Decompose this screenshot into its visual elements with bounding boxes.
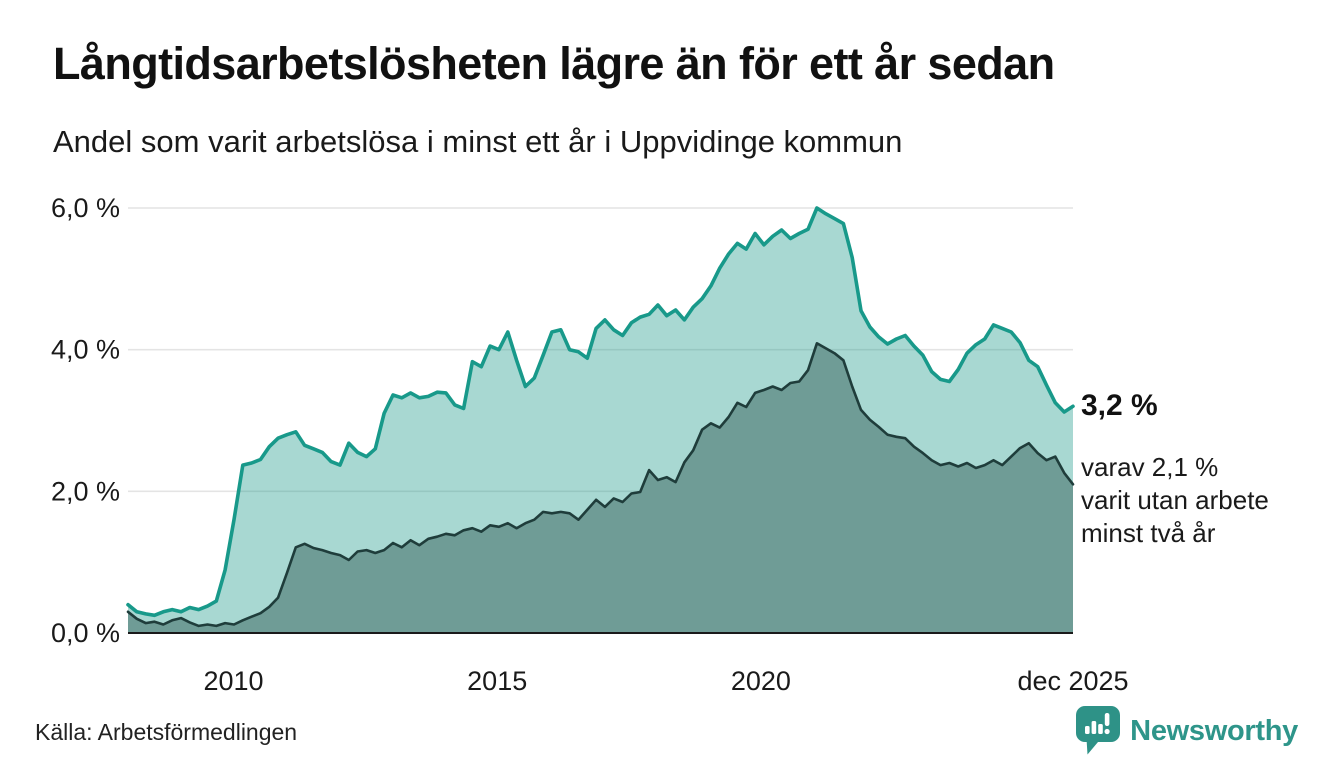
brand-name: Newsworthy <box>1130 714 1298 747</box>
series-line-two-year <box>126 342 1075 628</box>
bar-1 <box>1085 726 1090 734</box>
latest-value-label: 3,2 % <box>1081 389 1158 422</box>
y-axis-tick-label: 6,0 % <box>51 193 120 223</box>
y-axis-tick-label: 0,0 % <box>51 618 120 648</box>
series-line-one-year <box>126 206 1075 618</box>
x-axis-tick-label: 2015 <box>467 666 527 696</box>
x-axis-tick-label: 2020 <box>731 666 791 696</box>
newsworthy-logo-icon <box>1076 706 1121 755</box>
y-axis-tick-label: 2,0 % <box>51 476 120 506</box>
newsworthy-brand: Newsworthy <box>1075 705 1298 757</box>
exclamation-stroke <box>1104 713 1110 726</box>
series-area-two-year <box>128 343 1073 633</box>
secondary-value-label: varav 2,1 % varit utan arbete minst två … <box>1081 452 1269 548</box>
bar-3 <box>1098 724 1103 734</box>
speech-bubble-shape <box>1076 706 1121 755</box>
bar-2 <box>1091 721 1097 734</box>
page-title: Långtidsarbetslösheten lägre än för ett … <box>53 38 1055 89</box>
x-axis-tick-label: dec 2025 <box>1017 666 1128 696</box>
y-axis-tick-label: 4,0 % <box>51 335 120 365</box>
source-note: Källa: Arbetsförmedlingen <box>35 719 298 745</box>
exclamation-dot <box>1104 728 1110 735</box>
x-axis-tick-label: 2010 <box>203 666 263 696</box>
page-subtitle: Andel som varit arbetslösa i minst ett å… <box>53 124 903 159</box>
